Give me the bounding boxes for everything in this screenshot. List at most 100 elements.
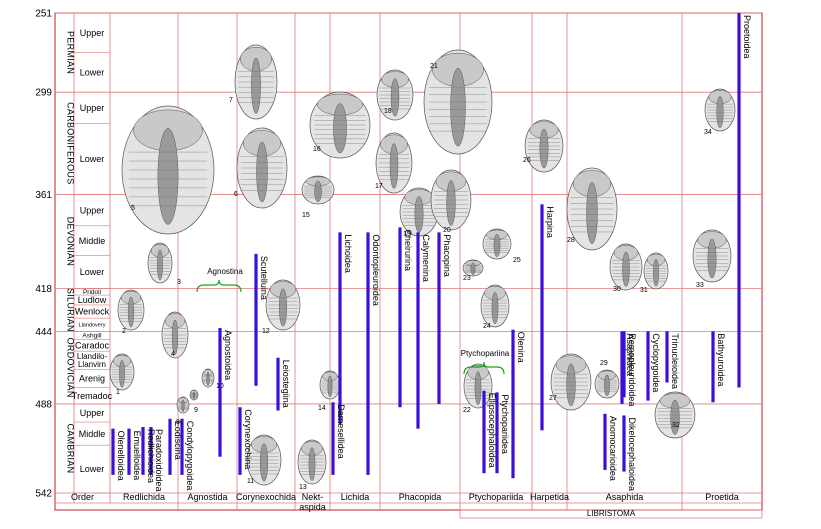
range-bar-label: Agnostoidea bbox=[223, 330, 233, 380]
range-bar-label: Ellipsocephaloidea bbox=[487, 393, 497, 468]
range-bar bbox=[111, 428, 115, 475]
footer-label: LIBRISTOMA bbox=[587, 509, 636, 518]
illustration-number: 16 bbox=[313, 146, 321, 153]
trilobite-illustration bbox=[265, 279, 301, 331]
epoch-label: Middle bbox=[79, 236, 106, 246]
illustration-number: 12 bbox=[262, 328, 270, 335]
epoch-label: Lower bbox=[80, 68, 105, 78]
epoch-label: Arenig bbox=[79, 374, 105, 384]
range-bar-label: Paradoxidoidea bbox=[154, 429, 164, 492]
epoch-label: Lower bbox=[80, 267, 105, 277]
range-bar-label: Remopleuridoidea bbox=[627, 333, 637, 406]
y-tick-label: 251 bbox=[35, 9, 52, 20]
illustration-number: 29 bbox=[600, 360, 608, 367]
order-label: Phacopida bbox=[399, 492, 442, 502]
group-label: Agnostina bbox=[207, 267, 243, 276]
period-label: DEVONIAN bbox=[66, 217, 76, 266]
range-bar-label: Phacopina bbox=[442, 234, 452, 277]
trilobite-illustration bbox=[121, 105, 215, 235]
order-label: Redlichida bbox=[123, 492, 165, 502]
illustration-number: 34 bbox=[704, 129, 712, 136]
order-label: Order bbox=[71, 492, 94, 502]
range-bar bbox=[511, 329, 515, 479]
trilobite-illustration bbox=[566, 167, 618, 251]
range-bar bbox=[711, 331, 715, 403]
range-bar-label: Dikelocephaloidea bbox=[627, 417, 637, 491]
period-label: CARBONIFEROUS bbox=[66, 102, 76, 184]
trilobite-illustration bbox=[246, 434, 282, 486]
range-bar-label: Ptychopariidea bbox=[500, 394, 510, 454]
range-bar bbox=[646, 331, 650, 401]
illustration-number: 24 bbox=[483, 323, 491, 330]
group-bracket bbox=[463, 361, 505, 375]
illustration-number: 19 bbox=[403, 231, 411, 238]
range-bar-label: Bathyuroidea bbox=[716, 333, 726, 386]
illustration-number: 17 bbox=[375, 183, 383, 190]
epoch-label: Upper bbox=[80, 205, 105, 215]
illustration-number: 9 bbox=[194, 407, 198, 414]
order-label: Asaphida bbox=[606, 492, 644, 502]
trilobite-illustration bbox=[692, 229, 732, 283]
period-label: SILURIAN bbox=[66, 288, 76, 332]
range-bar-label: Condylopygoidea bbox=[185, 421, 195, 491]
range-bar bbox=[737, 13, 741, 388]
epoch-label: Ludlow bbox=[78, 295, 107, 305]
order-label: Lichida bbox=[341, 492, 370, 502]
range-bar bbox=[180, 418, 184, 475]
trilobite-illustration bbox=[609, 243, 643, 291]
illustration-number: 23 bbox=[463, 275, 471, 282]
illustration-number: 2 bbox=[122, 328, 126, 335]
illustration-number: 4 bbox=[171, 351, 175, 358]
trilobite-illustration bbox=[399, 187, 439, 237]
range-bar-label: Calymenina bbox=[421, 234, 431, 282]
trilobite-illustration bbox=[109, 353, 135, 391]
illustration-number: 30 bbox=[613, 286, 621, 293]
range-bar bbox=[218, 328, 222, 457]
range-bar bbox=[665, 331, 669, 383]
illustration-number: 1 bbox=[116, 389, 120, 396]
epoch-label: Upper bbox=[80, 103, 105, 113]
illustration-number: 31 bbox=[640, 287, 648, 294]
illustration-number: 5 bbox=[131, 205, 135, 212]
range-bar-label: Cyclopygoidea bbox=[651, 333, 661, 392]
range-bar-label: Asaphidea bbox=[625, 333, 635, 376]
trilobite-illustration bbox=[643, 252, 669, 290]
epoch-label: Middle bbox=[79, 429, 106, 439]
range-bar bbox=[254, 253, 258, 386]
epoch-label: Upper bbox=[80, 28, 105, 38]
illustration-number: 18 bbox=[384, 108, 392, 115]
range-bar-label: Odontopleuroidea bbox=[371, 234, 381, 306]
range-bar bbox=[495, 392, 499, 474]
y-tick-label: 418 bbox=[35, 284, 52, 295]
range-bar bbox=[168, 418, 172, 475]
range-bar bbox=[127, 428, 131, 475]
illustration-number: 13 bbox=[299, 484, 307, 491]
range-bar bbox=[622, 331, 626, 398]
illustration-number: 20 bbox=[443, 227, 451, 234]
group-bracket bbox=[196, 279, 242, 293]
illustration-number: 3 bbox=[177, 279, 181, 286]
trilobite-illustration bbox=[423, 49, 493, 155]
illustration-number: 22 bbox=[463, 407, 471, 414]
trilobite-illustrations: 1234567891011121314151617181920212223242… bbox=[109, 44, 736, 491]
range-bar bbox=[416, 232, 420, 429]
range-bar-label: Leiostegiina bbox=[281, 360, 291, 408]
group-label: Ptychopariina bbox=[461, 349, 510, 358]
order-label: Nekt-aspida bbox=[299, 492, 326, 512]
range-bar-label: Proetoidea bbox=[742, 15, 752, 59]
trilobite-illustration bbox=[430, 169, 472, 231]
trilobite-illustration bbox=[375, 132, 413, 194]
range-bar bbox=[149, 427, 153, 475]
y-tick-label: 299 bbox=[35, 88, 52, 99]
illustration-number: 6 bbox=[234, 191, 238, 198]
range-bar-label: Cheirurina bbox=[403, 229, 413, 271]
epoch-label: Ashgill bbox=[82, 333, 102, 340]
trilobite-illustration bbox=[550, 353, 592, 411]
trilobite-illustration bbox=[594, 369, 620, 399]
range-bar bbox=[366, 232, 370, 475]
trilobite-illustration bbox=[161, 311, 189, 359]
trilobite-illustration bbox=[482, 228, 512, 260]
trilobite-illustration bbox=[301, 175, 335, 205]
